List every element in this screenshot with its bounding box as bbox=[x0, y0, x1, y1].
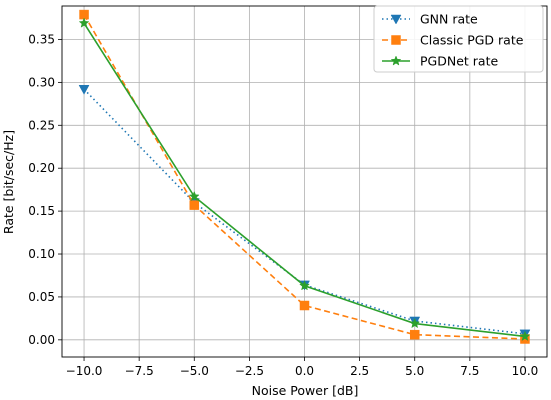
data-point bbox=[299, 280, 310, 291]
y-tick-label: 0.15 bbox=[28, 204, 55, 218]
series-classic-pgd-rate bbox=[79, 9, 530, 344]
data-point bbox=[409, 317, 421, 329]
y-tick-label: 0.25 bbox=[28, 118, 55, 132]
legend-marker bbox=[390, 14, 402, 25]
data-point bbox=[409, 329, 420, 340]
plot-series bbox=[78, 9, 531, 344]
x-tick-label: −2.5 bbox=[235, 364, 264, 378]
series-pgdnet-rate bbox=[78, 17, 531, 341]
data-point bbox=[189, 200, 200, 210]
x-tick-label: 10.0 bbox=[512, 364, 539, 378]
y-tick-label: 0.30 bbox=[28, 75, 55, 89]
x-tick-label: 5.0 bbox=[405, 364, 424, 378]
legend-label: Classic PGD rate bbox=[420, 33, 524, 48]
data-point bbox=[188, 190, 200, 202]
x-tick-label: 2.5 bbox=[350, 364, 369, 378]
legend: GNN rate Classic PGD rate PGDNet rate bbox=[373, 5, 544, 73]
y-tick-label: 0.10 bbox=[28, 247, 55, 261]
legend-marker bbox=[391, 35, 401, 45]
data-point bbox=[78, 17, 90, 28]
legend-label: PGDNet rate bbox=[420, 54, 498, 69]
legend-box bbox=[373, 5, 544, 73]
x-tick-label: 0.0 bbox=[295, 364, 314, 378]
y-tick-label: 0.00 bbox=[28, 333, 55, 347]
axis-ticks: −10.0 −7.5 −5.0 −2.5 0.0 2.5 5.0 7.5 10.0 0.00 0.0… bbox=[28, 32, 538, 378]
data-point bbox=[78, 84, 90, 95]
series-line bbox=[83, 14, 525, 340]
x-tick-label: −7.5 bbox=[125, 364, 154, 378]
y-tick-label: 0.05 bbox=[28, 290, 55, 304]
x-axis-label: Noise Power [dB] bbox=[252, 383, 359, 398]
legend-label: GNN rate bbox=[420, 12, 478, 27]
data-point bbox=[519, 330, 531, 341]
x-tick-label: 7.5 bbox=[460, 364, 479, 378]
y-tick-label: 0.35 bbox=[28, 32, 55, 46]
data-point bbox=[299, 300, 310, 311]
y-tick-label: 0.20 bbox=[28, 161, 55, 175]
x-tick-label: −10.0 bbox=[66, 364, 103, 378]
y-axis-label: Rate [bit/sec/Hz] bbox=[1, 130, 16, 234]
legend-marker bbox=[390, 55, 402, 66]
x-tick-label: −5.0 bbox=[180, 364, 209, 378]
